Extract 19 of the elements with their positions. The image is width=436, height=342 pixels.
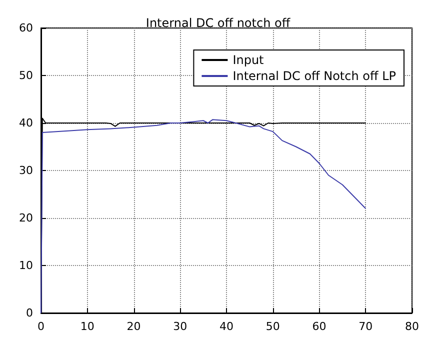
y-tick-label: 60 [19,22,33,34]
y-tick-label: 0 [26,306,33,320]
x-tick-label: 40 [220,320,234,333]
y-tick-label: 30 [19,164,33,177]
x-tick-label: 30 [173,320,188,333]
y-tick-label: 40 [19,116,33,130]
y-tick-label: 10 [19,259,33,272]
x-tick-label: 80 [405,320,419,333]
x-tick-label: 10 [80,320,94,333]
y-tick-label: 50 [19,69,33,82]
legend-label: Internal DC off Notch off LP [232,69,396,83]
x-tick-label: 50 [266,320,280,333]
x-tick-label: 70 [358,320,373,333]
x-tick-label: 0 [38,320,44,333]
y-tick-label: 20 [19,212,33,224]
chart-title: Internal DC off notch off [146,16,291,30]
x-tick-label: 60 [312,320,326,333]
legend-label: Input [232,53,264,67]
x-tick-label: 20 [126,320,141,333]
